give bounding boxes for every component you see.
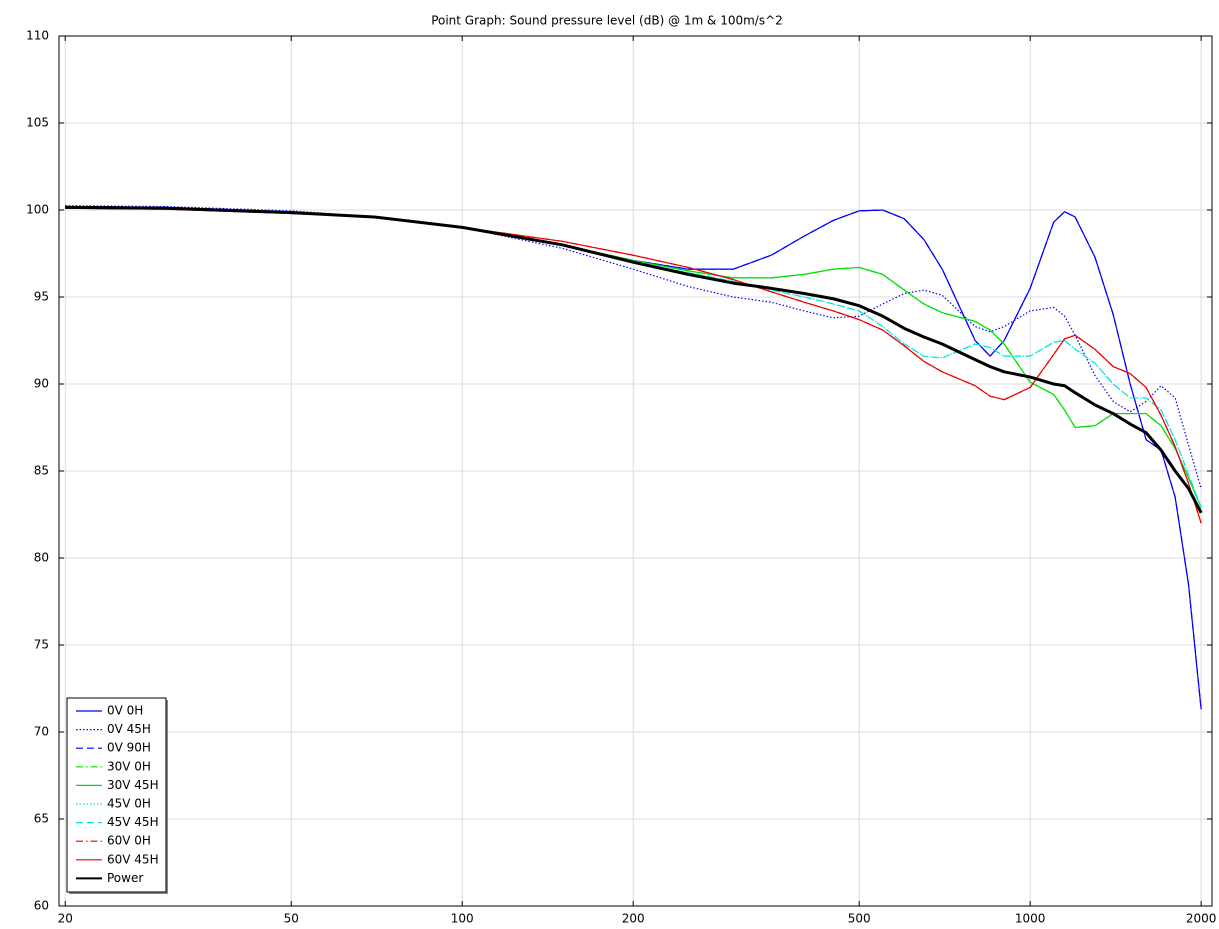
legend-label: Power bbox=[107, 871, 143, 885]
x-tick-label: 500 bbox=[848, 912, 871, 926]
x-tick-label: 20 bbox=[58, 912, 73, 926]
chart-title: Point Graph: Sound pressure level (dB) @… bbox=[431, 14, 783, 28]
legend-label: 60V 45H bbox=[107, 852, 159, 866]
legend-label: 0V 90H bbox=[107, 741, 151, 755]
y-tick-label: 110 bbox=[26, 29, 49, 43]
y-tick-label: 90 bbox=[34, 377, 49, 391]
y-tick-label: 105 bbox=[26, 116, 49, 130]
x-tick-label: 1000 bbox=[1015, 912, 1046, 926]
legend-label: 45V 0H bbox=[107, 797, 151, 811]
x-tick-label: 2000 bbox=[1186, 912, 1217, 926]
y-tick-label: 95 bbox=[34, 290, 49, 304]
y-tick-label: 75 bbox=[34, 638, 49, 652]
series-line bbox=[65, 205, 1202, 489]
legend-label: 60V 0H bbox=[107, 834, 151, 848]
series-line bbox=[65, 207, 1202, 524]
legend-label: 45V 45H bbox=[107, 815, 159, 829]
x-tick-label: 100 bbox=[451, 912, 474, 926]
legend-label: 0V 45H bbox=[107, 722, 151, 736]
y-tick-label: 60 bbox=[34, 899, 49, 913]
legend: 0V 0H 0V 45H 0V 90H 30V 0H 30V 45H 45V 0H 45V … bbox=[66, 697, 168, 894]
legend-label: 0V 0H bbox=[107, 704, 143, 718]
y-tick-label: 80 bbox=[34, 551, 49, 565]
legend-label: 30V 45H bbox=[107, 778, 159, 792]
legend-label: 30V 0H bbox=[107, 759, 151, 773]
y-tick-label: 85 bbox=[34, 464, 49, 478]
x-tick-label: 50 bbox=[284, 912, 299, 926]
y-tick-label: 70 bbox=[34, 725, 49, 739]
y-tick-label: 65 bbox=[34, 812, 49, 826]
x-tick-label: 200 bbox=[622, 912, 645, 926]
y-tick-label: 100 bbox=[26, 203, 49, 217]
series-line bbox=[65, 205, 1203, 514]
axes-frame bbox=[58, 35, 1213, 907]
